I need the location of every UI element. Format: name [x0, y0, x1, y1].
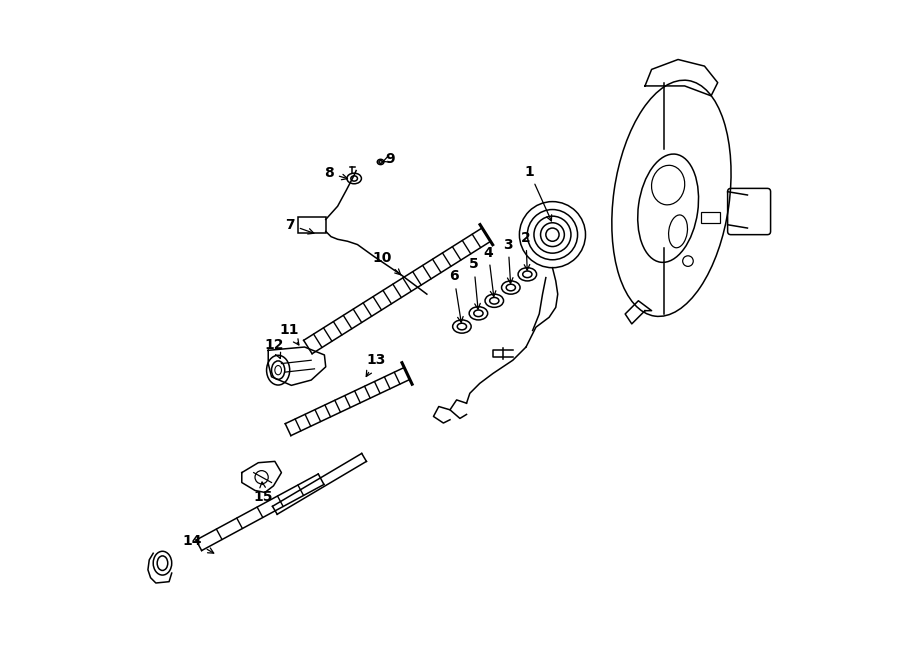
Text: 3: 3: [503, 237, 513, 284]
Text: 14: 14: [183, 533, 213, 553]
Text: 4: 4: [483, 245, 496, 297]
Text: 15: 15: [254, 482, 274, 504]
Text: 12: 12: [265, 338, 284, 358]
Text: 6: 6: [449, 269, 464, 323]
Text: 9: 9: [382, 151, 395, 166]
Bar: [298, 217, 326, 233]
Text: 10: 10: [373, 251, 400, 275]
Text: 7: 7: [285, 217, 314, 234]
Text: 5: 5: [469, 257, 481, 309]
Bar: [701, 212, 720, 223]
Text: 11: 11: [279, 323, 299, 345]
Text: 1: 1: [525, 165, 552, 221]
Text: 8: 8: [324, 166, 347, 180]
Text: 2: 2: [521, 231, 531, 270]
Text: 13: 13: [366, 353, 386, 377]
